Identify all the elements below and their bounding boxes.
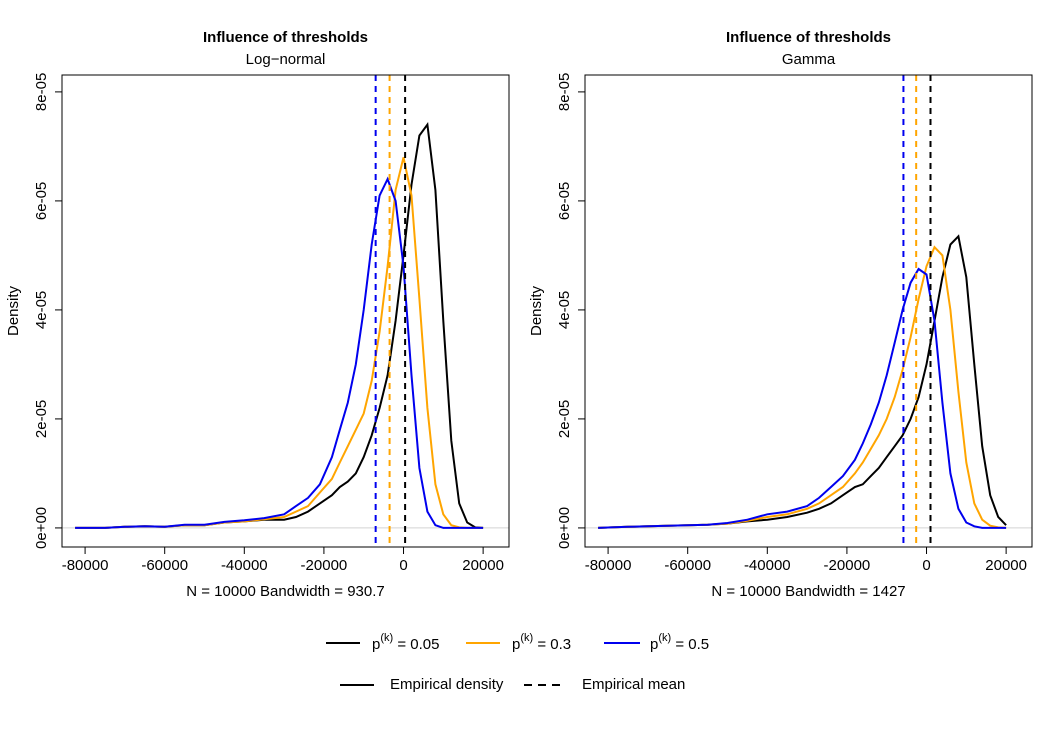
y-tick-label: 0e+00 [556,507,573,549]
y-tick-label: 6e-05 [556,182,573,220]
x-tick-label: -40000 [221,557,268,574]
y-tick-label: 8e-05 [33,73,50,111]
legend-label: p(k) = 0.05 [372,632,439,653]
y-tick-label: 2e-05 [556,400,573,438]
density-line [598,267,1007,529]
chart-subtitle: Log−normal [246,51,326,68]
plot-frame [61,74,510,548]
y-axis-label: Density [5,285,22,336]
y-tick-label: 6e-05 [33,182,50,220]
x-tick-label: -20000 [824,557,871,574]
density-line [75,176,484,529]
x-tick-label: 20000 [462,557,504,574]
x-tick-label: 20000 [985,557,1027,574]
legend-label: p(k) = 0.3 [512,632,571,653]
x-tick-label: -80000 [585,557,632,574]
chart-title: Influence of thresholds [726,29,891,46]
chart-subtitle: Gamma [782,51,836,68]
density-line [598,245,1007,529]
x-axis-label: N = 10000 Bandwidth = 1427 [711,583,905,600]
x-tick-label: -20000 [301,557,348,574]
density-line [75,157,484,529]
x-tick-label: -80000 [62,557,109,574]
x-tick-label: -60000 [141,557,188,574]
x-tick-label: 0 [399,557,407,574]
x-tick-label: 0 [922,557,930,574]
y-tick-label: 8e-05 [556,73,573,111]
x-tick-label: -60000 [664,557,711,574]
x-tick-label: -40000 [744,557,791,574]
chart-title: Influence of thresholds [203,29,368,46]
density-line [598,234,1007,529]
legend-label: Empirical mean [582,676,685,693]
y-tick-label: 4e-05 [556,291,573,329]
y-tick-label: 2e-05 [33,400,50,438]
legend-label: Empirical density [390,676,504,693]
legend-label: p(k) = 0.5 [650,632,709,653]
y-tick-label: 0e+00 [33,507,50,549]
plot-frame [584,74,1033,548]
y-tick-label: 4e-05 [33,291,50,329]
y-axis-label: Density [528,285,545,336]
x-axis-label: N = 10000 Bandwidth = 930.7 [186,583,385,600]
